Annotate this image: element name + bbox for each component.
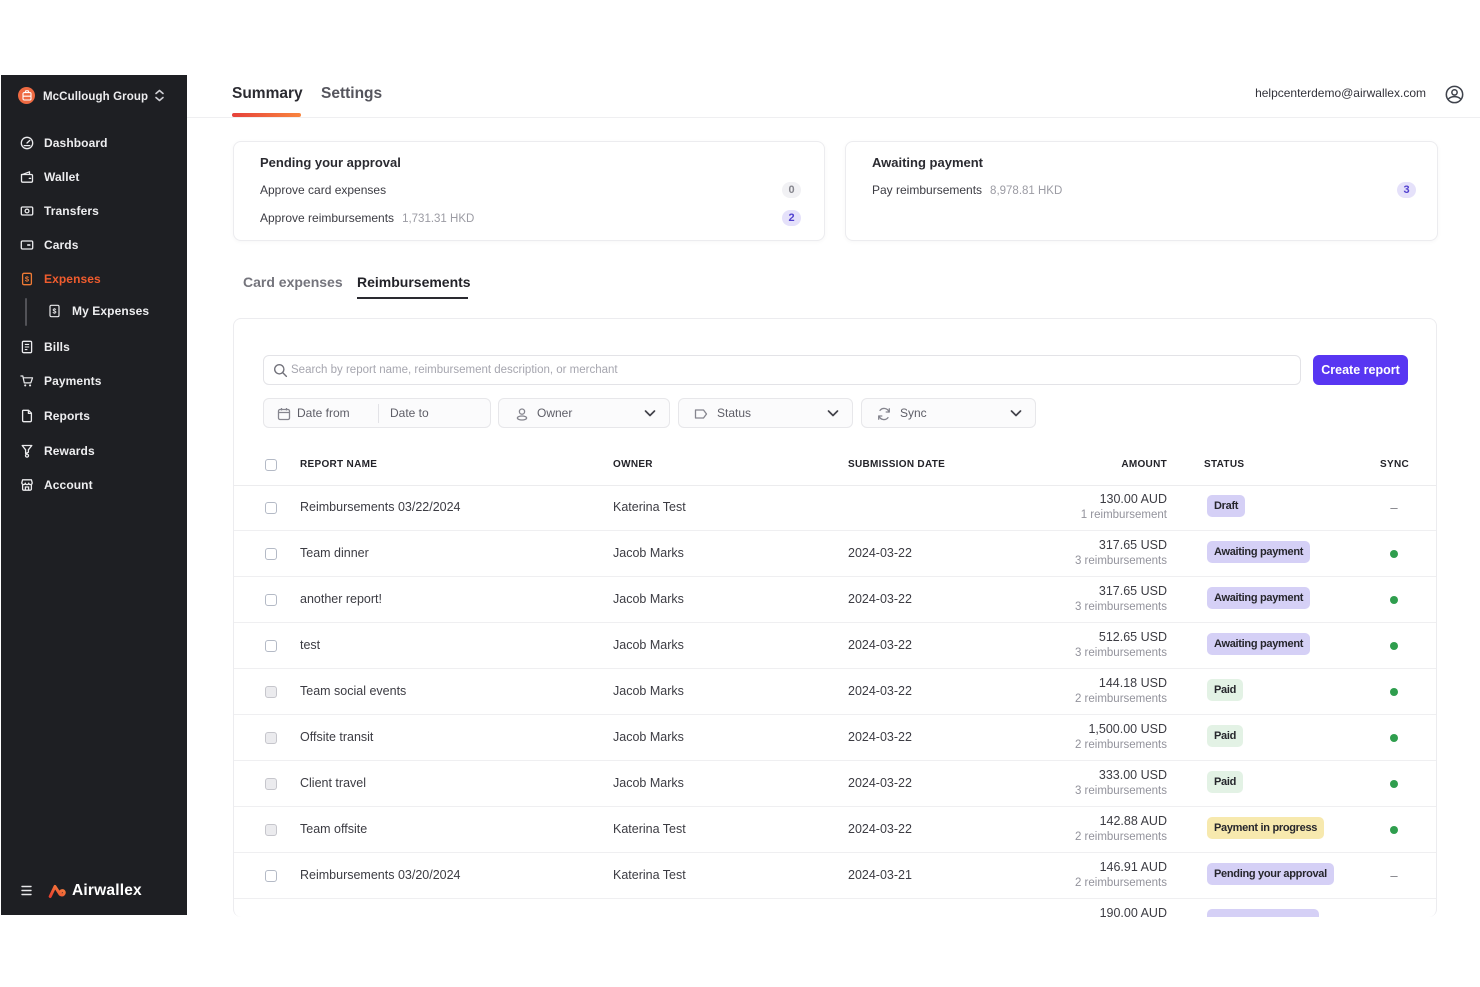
svg-text:$: $ [25, 275, 30, 284]
svg-text:$: $ [53, 309, 57, 316]
